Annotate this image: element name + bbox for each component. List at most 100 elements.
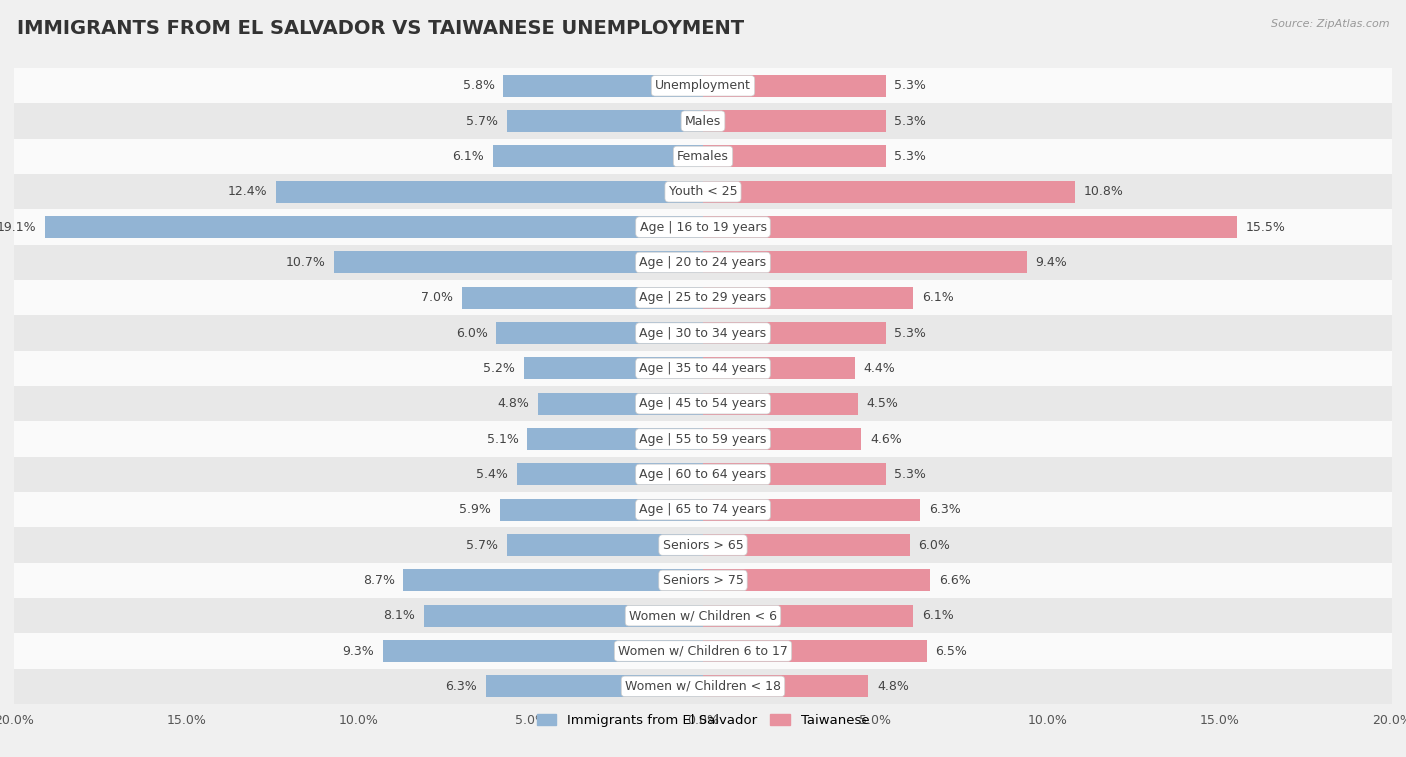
- Text: 5.3%: 5.3%: [894, 150, 927, 163]
- Bar: [703, 217, 1237, 238]
- Text: Age | 55 to 59 years: Age | 55 to 59 years: [640, 432, 766, 446]
- Text: 6.0%: 6.0%: [456, 326, 488, 340]
- Bar: [703, 534, 910, 556]
- Text: Unemployment: Unemployment: [655, 79, 751, 92]
- Text: 12.4%: 12.4%: [228, 185, 267, 198]
- Text: Women w/ Children < 18: Women w/ Children < 18: [626, 680, 780, 693]
- Bar: [382, 640, 703, 662]
- Text: 8.7%: 8.7%: [363, 574, 395, 587]
- Bar: [14, 104, 1392, 139]
- Bar: [14, 210, 1392, 245]
- Text: 6.3%: 6.3%: [446, 680, 478, 693]
- Bar: [486, 675, 703, 697]
- Bar: [14, 139, 1392, 174]
- Bar: [14, 562, 1392, 598]
- Bar: [503, 75, 703, 97]
- Bar: [703, 322, 886, 344]
- Text: Females: Females: [678, 150, 728, 163]
- Bar: [703, 181, 1076, 203]
- Text: Age | 30 to 34 years: Age | 30 to 34 years: [640, 326, 766, 340]
- Bar: [506, 534, 703, 556]
- Text: 5.4%: 5.4%: [477, 468, 509, 481]
- Bar: [14, 668, 1392, 704]
- Text: 5.7%: 5.7%: [465, 538, 498, 552]
- Text: Age | 20 to 24 years: Age | 20 to 24 years: [640, 256, 766, 269]
- Bar: [499, 499, 703, 521]
- Bar: [461, 287, 703, 309]
- Text: 5.7%: 5.7%: [465, 114, 498, 128]
- Bar: [14, 492, 1392, 528]
- Text: 5.3%: 5.3%: [894, 79, 927, 92]
- Text: 6.3%: 6.3%: [928, 503, 960, 516]
- Bar: [14, 456, 1392, 492]
- Bar: [14, 316, 1392, 350]
- Text: 5.9%: 5.9%: [460, 503, 491, 516]
- Text: 5.2%: 5.2%: [484, 362, 515, 375]
- Text: 15.5%: 15.5%: [1246, 220, 1285, 234]
- Text: Age | 16 to 19 years: Age | 16 to 19 years: [640, 220, 766, 234]
- Bar: [703, 605, 912, 627]
- Bar: [14, 386, 1392, 422]
- Text: Age | 65 to 74 years: Age | 65 to 74 years: [640, 503, 766, 516]
- Text: 9.3%: 9.3%: [342, 644, 374, 658]
- Text: 9.4%: 9.4%: [1035, 256, 1067, 269]
- Text: 6.1%: 6.1%: [922, 609, 953, 622]
- Bar: [703, 75, 886, 97]
- Text: 6.0%: 6.0%: [918, 538, 950, 552]
- Bar: [703, 251, 1026, 273]
- Bar: [703, 428, 862, 450]
- Text: 4.4%: 4.4%: [863, 362, 896, 375]
- Text: Age | 35 to 44 years: Age | 35 to 44 years: [640, 362, 766, 375]
- Text: 6.1%: 6.1%: [922, 291, 953, 304]
- Bar: [537, 393, 703, 415]
- Text: 5.1%: 5.1%: [486, 432, 519, 446]
- Text: 5.8%: 5.8%: [463, 79, 495, 92]
- Text: 4.8%: 4.8%: [877, 680, 908, 693]
- Text: 8.1%: 8.1%: [384, 609, 415, 622]
- Bar: [276, 181, 703, 203]
- Bar: [14, 598, 1392, 634]
- Bar: [524, 357, 703, 379]
- Bar: [45, 217, 703, 238]
- Bar: [335, 251, 703, 273]
- Bar: [14, 68, 1392, 104]
- Bar: [703, 393, 858, 415]
- Bar: [517, 463, 703, 485]
- Text: Age | 25 to 29 years: Age | 25 to 29 years: [640, 291, 766, 304]
- Text: IMMIGRANTS FROM EL SALVADOR VS TAIWANESE UNEMPLOYMENT: IMMIGRANTS FROM EL SALVADOR VS TAIWANESE…: [17, 19, 744, 38]
- Text: 6.5%: 6.5%: [935, 644, 967, 658]
- Bar: [14, 634, 1392, 668]
- Text: 4.5%: 4.5%: [866, 397, 898, 410]
- Text: 10.8%: 10.8%: [1084, 185, 1123, 198]
- Bar: [703, 145, 886, 167]
- Bar: [404, 569, 703, 591]
- Text: 5.3%: 5.3%: [894, 326, 927, 340]
- Bar: [506, 111, 703, 132]
- Bar: [494, 145, 703, 167]
- Bar: [703, 287, 912, 309]
- Text: 6.1%: 6.1%: [453, 150, 484, 163]
- Bar: [703, 111, 886, 132]
- Text: 5.3%: 5.3%: [894, 468, 927, 481]
- Bar: [703, 499, 920, 521]
- Text: 7.0%: 7.0%: [422, 291, 453, 304]
- Bar: [703, 640, 927, 662]
- Text: Women w/ Children 6 to 17: Women w/ Children 6 to 17: [619, 644, 787, 658]
- Bar: [14, 528, 1392, 562]
- Text: Males: Males: [685, 114, 721, 128]
- Text: Source: ZipAtlas.com: Source: ZipAtlas.com: [1271, 19, 1389, 29]
- Bar: [703, 675, 869, 697]
- Text: 10.7%: 10.7%: [285, 256, 326, 269]
- Bar: [527, 428, 703, 450]
- Text: 4.6%: 4.6%: [870, 432, 901, 446]
- Bar: [14, 280, 1392, 316]
- Legend: Immigrants from El Salvador, Taiwanese: Immigrants from El Salvador, Taiwanese: [531, 709, 875, 732]
- Bar: [14, 422, 1392, 456]
- Bar: [703, 357, 855, 379]
- Text: Women w/ Children < 6: Women w/ Children < 6: [628, 609, 778, 622]
- Text: Youth < 25: Youth < 25: [669, 185, 737, 198]
- Text: Age | 60 to 64 years: Age | 60 to 64 years: [640, 468, 766, 481]
- Text: 4.8%: 4.8%: [498, 397, 529, 410]
- Bar: [496, 322, 703, 344]
- Text: Seniors > 65: Seniors > 65: [662, 538, 744, 552]
